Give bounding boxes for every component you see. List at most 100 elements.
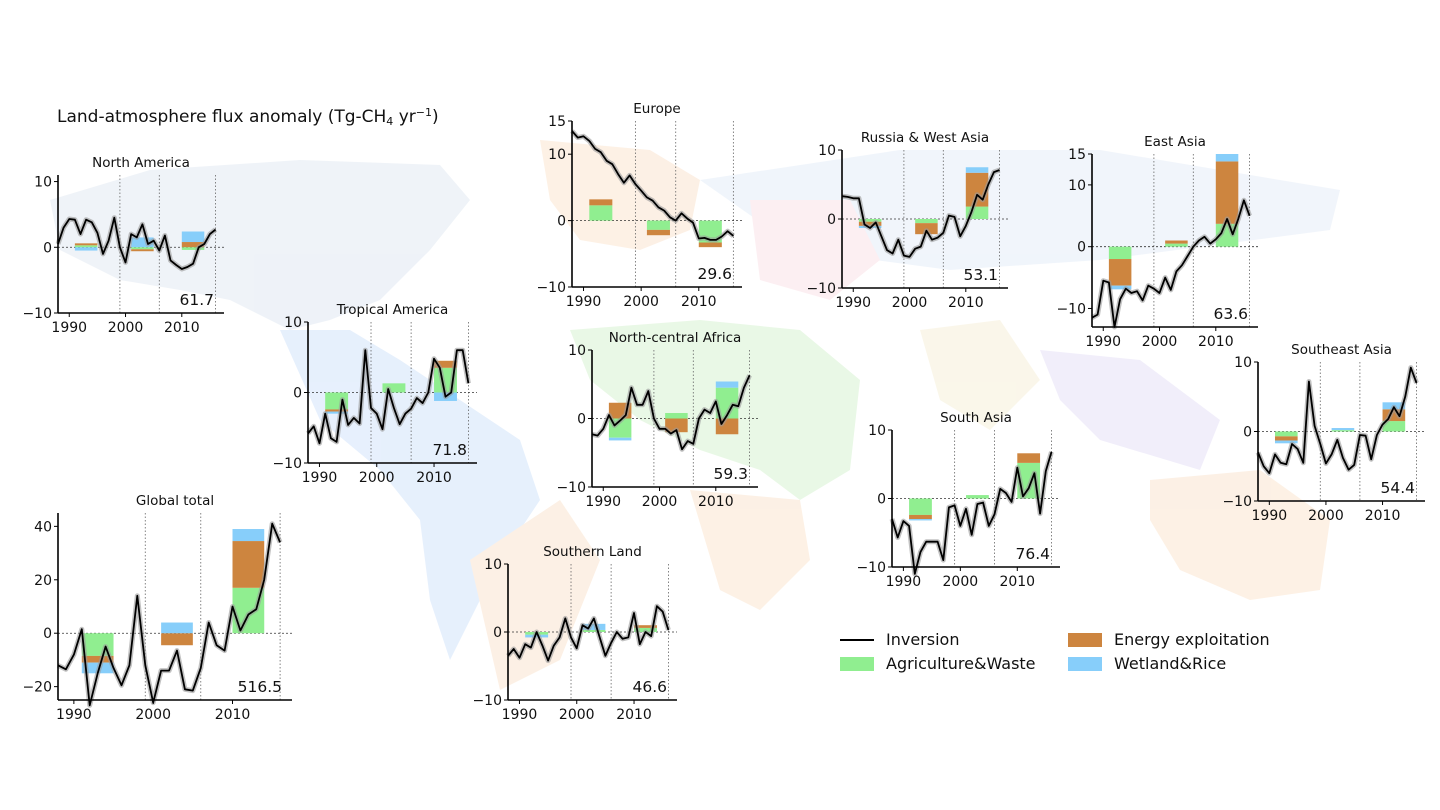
y-tick-label: 0 [557, 214, 566, 230]
legend-swatch-agriculture [840, 656, 874, 671]
y-tick-label: 10 [548, 147, 566, 163]
bar-segment-energy [434, 360, 457, 368]
bar-segment-agriculture [646, 220, 670, 230]
bar-segment-energy [665, 418, 688, 433]
x-tick-label: 2000 [359, 470, 395, 486]
bar-segment-energy [909, 514, 932, 520]
title-subscript: 4 [386, 115, 394, 128]
x-tick-label: 1990 [302, 470, 338, 486]
x-tick-label: 2000 [943, 574, 979, 590]
x-tick-label: 2010 [999, 574, 1035, 590]
panel-north-central-africa: North-central Africa −10 0 10 1990 2000 2010 59… [556, 330, 758, 510]
bar-segment-agriculture [909, 498, 932, 515]
bar-segment-energy [1108, 259, 1132, 286]
inversion-line [307, 349, 470, 445]
bar-segment-wetland [74, 247, 98, 251]
x-tick-label: 1990 [1252, 508, 1288, 524]
panel-total-label: 53.1 [963, 266, 998, 284]
x-tick-label: 2010 [164, 320, 200, 336]
bar-segment-energy [634, 625, 657, 628]
inversion-line [1091, 199, 1251, 328]
y-tick-label: 10 [34, 175, 52, 191]
bar-segment-wetland [1331, 428, 1355, 431]
panel-title: Europe [633, 101, 680, 117]
bar-segment-energy [1382, 409, 1406, 422]
figure-title: Land-atmosphere flux anomaly (Tg-CH4 yr−… [57, 106, 439, 128]
bar-segment-wetland [1274, 440, 1298, 444]
panel-title: Southern Land [543, 544, 642, 560]
panel-north-america: North America −10 0 10 1990 2000 2010 61.7 [22, 155, 224, 336]
x-tick-label: 2010 [616, 707, 652, 723]
legend: Inversion Energy exploitation Agricultur… [838, 630, 1298, 680]
y-tick-label: 0 [493, 625, 502, 641]
bar-segment-energy [698, 242, 722, 248]
panel-title: Tropical America [336, 302, 449, 318]
y-tick-label: 40 [34, 519, 52, 535]
x-tick-label: 2000 [1308, 508, 1344, 524]
bar-segment-energy [1274, 436, 1298, 441]
legend-item-wetland: Wetland&Rice [1068, 654, 1226, 673]
x-tick-label: 2010 [1198, 334, 1234, 350]
bar-segment-energy [131, 249, 154, 252]
bar-segment-wetland [161, 622, 193, 634]
map-region-south-america-south [470, 500, 600, 690]
panel-total-label: 63.6 [1213, 305, 1248, 323]
map-region-west-asia [750, 200, 880, 300]
x-tick-label: 2010 [1365, 508, 1401, 524]
legend-item-agriculture: Agriculture&Waste [840, 654, 1036, 673]
x-tick-label: 2010 [698, 494, 734, 510]
title-superscript: −1 [415, 106, 432, 119]
panel-title: Global total [136, 493, 214, 509]
x-tick-label: 2000 [892, 295, 928, 311]
bar-segment-energy [181, 242, 205, 248]
bar-segment-agriculture [1274, 431, 1298, 437]
bar-segment-agriculture [181, 247, 205, 250]
bar-segment-agriculture [1331, 430, 1355, 432]
map-region-africa [570, 320, 860, 500]
panel-title: North-central Africa [609, 330, 742, 346]
y-tick-label: 15 [1068, 147, 1086, 163]
inversion-line [507, 605, 670, 662]
bar-segment-wetland [608, 437, 632, 441]
y-tick-label: 10 [1234, 355, 1252, 371]
y-tick-label: 0 [877, 492, 886, 508]
y-tick-label: 20 [34, 573, 52, 589]
panel-total-label: 54.4 [1380, 479, 1415, 497]
x-tick-label: 1990 [835, 295, 871, 311]
panel-southern-land: Southern Land −10 0 10 1990 2000 2010 46.6 [472, 544, 677, 723]
map-region-southeast-asia [1040, 350, 1220, 470]
bar-segment-energy [232, 541, 265, 588]
y-tick-label: 10 [1068, 178, 1086, 194]
y-tick-label: 0 [577, 412, 586, 428]
background-world-map [50, 140, 1340, 690]
bar-segment-agriculture [858, 219, 882, 222]
panel-total-label: 29.6 [697, 265, 732, 283]
y-tick-label: 15 [548, 114, 566, 130]
bar-segment-agriculture [1165, 243, 1188, 247]
x-tick-label: 2010 [681, 294, 717, 310]
y-tick-label: 0 [293, 386, 302, 402]
legend-label: Wetland&Rice [1114, 654, 1227, 673]
x-tick-label: 1990 [51, 320, 87, 336]
y-tick-label: 0 [827, 212, 836, 228]
bar-segment-wetland [909, 519, 932, 521]
bar-segment-wetland [325, 411, 349, 414]
title-text: Land-atmosphere flux anomaly (Tg-CH [57, 107, 387, 127]
y-tick-label: −10 [22, 306, 52, 322]
x-tick-label: 1990 [585, 494, 621, 510]
panel-total-label: 46.6 [632, 678, 667, 696]
bar-segment-agriculture [131, 247, 154, 250]
bar-segment-energy [646, 229, 670, 236]
bar-segment-wetland [965, 167, 989, 173]
y-tick-label: −10 [1222, 494, 1252, 510]
legend-swatch-wetland [1068, 656, 1102, 671]
title-close: ) [431, 107, 439, 127]
bar-segment-agriculture [1108, 246, 1132, 260]
y-tick-label: −10 [1056, 301, 1086, 317]
panel-total-label: 71.8 [432, 441, 467, 459]
legend-item-inversion: Inversion [840, 630, 959, 649]
x-tick-label: 2000 [1142, 334, 1178, 350]
bar-segment-wetland [715, 381, 739, 388]
y-tick-label: 0 [43, 240, 52, 256]
x-tick-label: 2000 [135, 707, 171, 723]
